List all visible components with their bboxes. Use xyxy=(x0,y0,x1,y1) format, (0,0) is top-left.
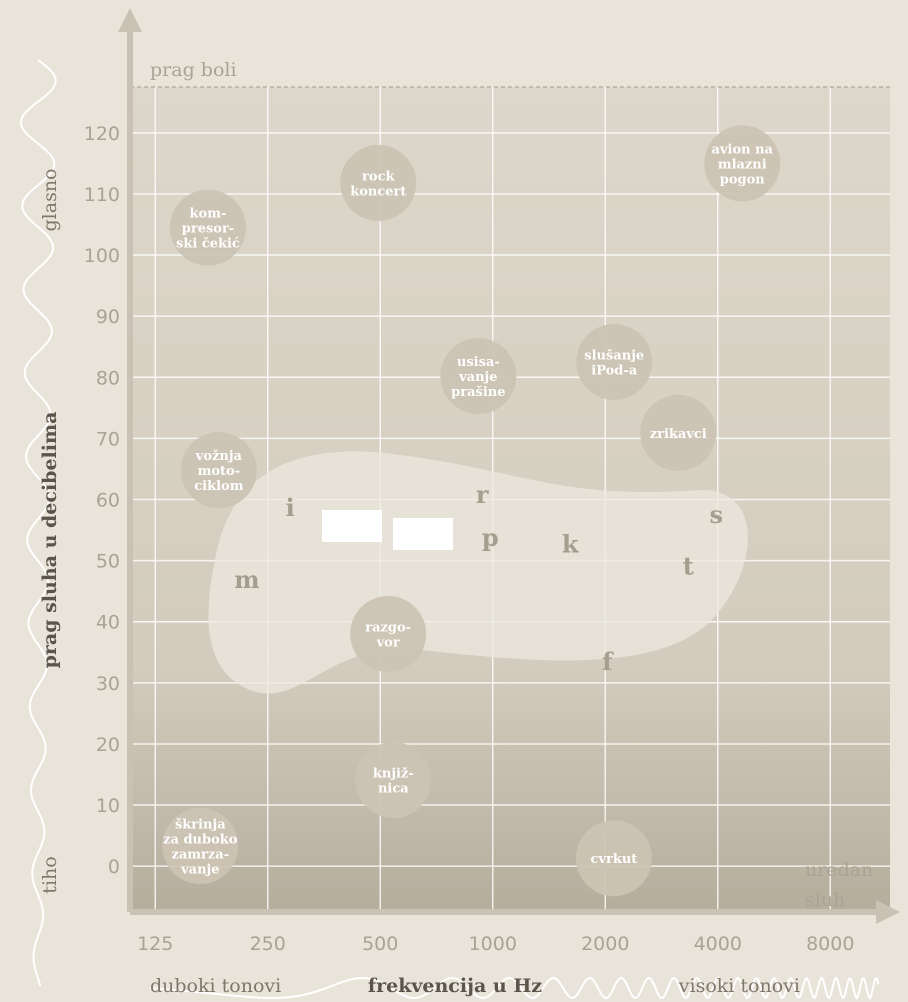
y-tick-label: 30 xyxy=(96,673,120,695)
chart: prag boli uredan sluh glasno prag sluha … xyxy=(0,0,908,1002)
point-label: za duboko xyxy=(163,833,238,848)
point-label: koncert xyxy=(350,184,406,199)
speech-sound: i xyxy=(286,493,295,522)
y-tick-label: 60 xyxy=(96,490,120,512)
point-label: prašine xyxy=(451,385,505,400)
point-label: kom- xyxy=(190,207,227,222)
speech-sound: p xyxy=(482,523,499,552)
y-axis-label: prag sluha u decibelima xyxy=(39,412,61,669)
speech-sound: k xyxy=(562,530,580,559)
point-label: zamrza- xyxy=(171,848,229,863)
point-label: knjiž- xyxy=(373,767,414,782)
y-tick-label: 40 xyxy=(96,612,120,634)
y-tick-label: 0 xyxy=(108,856,120,878)
y-axis-arrow xyxy=(118,8,142,32)
point-label: vanje xyxy=(180,863,219,878)
speech-sound: s xyxy=(710,500,724,529)
point-label: vanje xyxy=(458,370,497,385)
point-label: slušanje xyxy=(584,349,644,364)
speech-sound: t xyxy=(683,552,694,581)
normal-hearing-label: uredan xyxy=(805,859,873,881)
x-tick-label: 4000 xyxy=(694,933,742,955)
x-tick-label: 500 xyxy=(362,933,398,955)
x-tick-label: 2000 xyxy=(581,933,629,955)
x-axis-label: frekvencija u Hz xyxy=(368,975,542,997)
point-label: razgo- xyxy=(365,620,411,635)
point-label: rock xyxy=(362,169,395,184)
point-label: moto- xyxy=(198,464,241,479)
y-tick-label: 20 xyxy=(96,734,120,756)
point-label: iPod-a xyxy=(591,364,638,379)
point-label: avion na xyxy=(712,142,774,157)
x-tick-label: 8000 xyxy=(806,933,854,955)
speech-sound: m xyxy=(234,565,259,594)
point-label: nica xyxy=(378,782,409,797)
y-tick-label: 10 xyxy=(96,795,120,817)
y-tick-label: 90 xyxy=(96,306,120,328)
point-label: mlazni xyxy=(718,157,767,172)
x-tick-label: 1000 xyxy=(469,933,517,955)
point-label: presor- xyxy=(182,222,234,237)
pain-threshold-label: prag boli xyxy=(150,59,237,81)
point-label: pogon xyxy=(720,172,766,187)
y-tick-label: 80 xyxy=(96,367,120,389)
y-tick-label: 120 xyxy=(84,123,120,145)
point-label: škrinja xyxy=(175,818,226,833)
y-tick-label: 110 xyxy=(84,184,120,206)
point-label: cvrkut xyxy=(591,852,638,867)
point-label: ski čekić xyxy=(176,237,240,252)
point-label: vožnja xyxy=(195,449,243,464)
y-low-label: tiho xyxy=(39,856,61,893)
speech-sound: r xyxy=(476,480,489,509)
point-label: ciklom xyxy=(194,479,243,494)
x-high-label: visoki tonovi xyxy=(678,975,800,997)
x-tick-label: 125 xyxy=(137,933,173,955)
point-label: zrikavci xyxy=(650,427,707,442)
point-label: usisa- xyxy=(457,355,500,370)
y-tick-label: 70 xyxy=(96,428,120,450)
speech-sound: f xyxy=(602,647,614,676)
y-tick-label: 100 xyxy=(84,245,120,267)
point-label: vor xyxy=(376,635,400,650)
y-tick-label: 50 xyxy=(96,551,120,573)
y-high-label: glasno xyxy=(39,169,61,232)
x-tick-label: 250 xyxy=(250,933,286,955)
x-low-label: duboki tonovi xyxy=(150,975,281,997)
normal-hearing-label: sluh xyxy=(805,889,845,911)
